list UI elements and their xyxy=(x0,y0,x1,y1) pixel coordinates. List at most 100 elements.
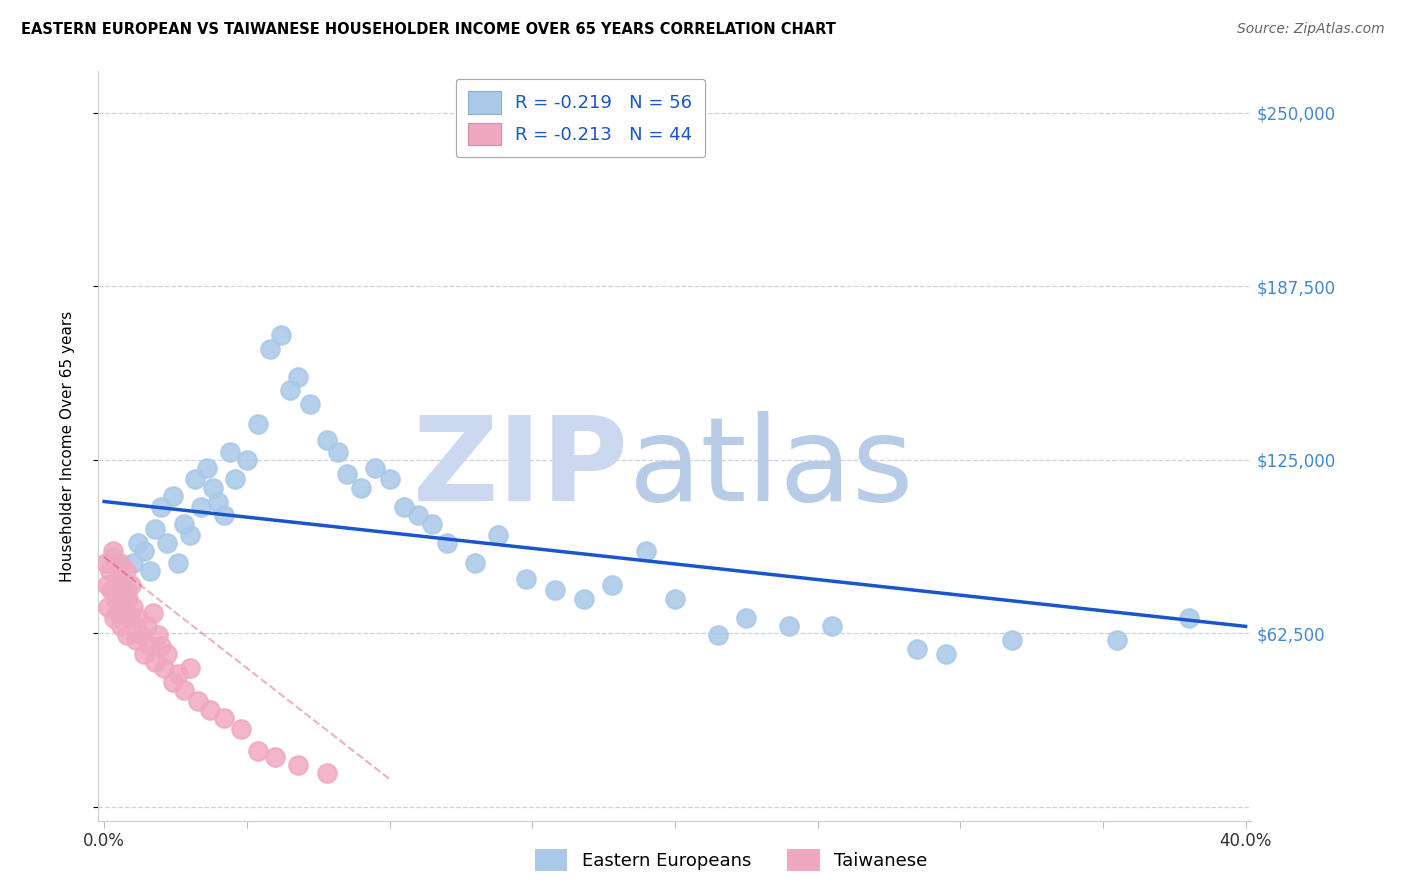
Point xyxy=(264,749,287,764)
Point xyxy=(121,556,143,570)
Point xyxy=(350,481,373,495)
Point xyxy=(198,703,221,717)
Point xyxy=(287,758,309,772)
Point xyxy=(336,467,359,481)
Point xyxy=(153,661,176,675)
Point xyxy=(436,536,458,550)
Text: EASTERN EUROPEAN VS TAIWANESE HOUSEHOLDER INCOME OVER 65 YEARS CORRELATION CHART: EASTERN EUROPEAN VS TAIWANESE HOUSEHOLDE… xyxy=(21,22,837,37)
Point xyxy=(105,572,128,586)
Point xyxy=(150,639,173,653)
Point xyxy=(184,472,207,486)
Point xyxy=(600,578,623,592)
Point xyxy=(636,544,658,558)
Point xyxy=(1107,633,1129,648)
Point xyxy=(94,556,117,570)
Point xyxy=(735,611,758,625)
Point xyxy=(201,481,224,495)
Point xyxy=(167,556,190,570)
Point xyxy=(224,472,246,486)
Point xyxy=(195,461,218,475)
Point xyxy=(127,536,149,550)
Point xyxy=(145,656,167,670)
Point xyxy=(464,556,486,570)
Point xyxy=(100,583,122,598)
Point xyxy=(278,384,301,398)
Point xyxy=(150,500,173,514)
Point xyxy=(706,628,728,642)
Point xyxy=(259,342,281,356)
Point xyxy=(162,674,184,689)
Point xyxy=(247,744,270,758)
Point xyxy=(115,628,138,642)
Point xyxy=(187,694,209,708)
Point xyxy=(167,666,190,681)
Point xyxy=(378,472,401,486)
Point xyxy=(247,417,270,431)
Point xyxy=(132,544,155,558)
Point xyxy=(107,606,129,620)
Point xyxy=(326,444,349,458)
Point xyxy=(907,641,929,656)
Point xyxy=(778,619,800,633)
Point xyxy=(420,516,443,531)
Point xyxy=(364,461,387,475)
Point xyxy=(120,578,142,592)
Point xyxy=(115,583,138,598)
Legend: Eastern Europeans, Taiwanese: Eastern Europeans, Taiwanese xyxy=(527,842,935,879)
Point xyxy=(544,583,567,598)
Point xyxy=(162,489,184,503)
Point xyxy=(96,578,118,592)
Point xyxy=(173,683,195,698)
Point xyxy=(179,528,201,542)
Point xyxy=(111,583,134,598)
Point xyxy=(821,619,844,633)
Point xyxy=(132,647,155,661)
Point xyxy=(287,369,309,384)
Point xyxy=(229,722,252,736)
Point xyxy=(112,599,135,614)
Point xyxy=(315,434,337,448)
Point xyxy=(270,328,292,343)
Point xyxy=(148,628,170,642)
Text: ZIP: ZIP xyxy=(413,411,628,526)
Point xyxy=(108,556,131,570)
Point xyxy=(156,536,179,550)
Point xyxy=(190,500,212,514)
Point xyxy=(104,591,127,606)
Point xyxy=(236,453,259,467)
Point xyxy=(179,661,201,675)
Point xyxy=(298,397,321,411)
Point xyxy=(218,444,240,458)
Point xyxy=(139,564,162,578)
Point xyxy=(207,494,229,508)
Point xyxy=(515,572,537,586)
Point xyxy=(110,572,132,586)
Point xyxy=(1001,633,1024,648)
Point xyxy=(103,611,125,625)
Point xyxy=(173,516,195,531)
Point xyxy=(406,508,429,523)
Point xyxy=(101,544,124,558)
Point xyxy=(156,647,179,661)
Point xyxy=(121,599,143,614)
Point xyxy=(97,599,120,614)
Point xyxy=(935,647,957,661)
Point xyxy=(212,508,235,523)
Point xyxy=(118,611,141,625)
Point xyxy=(101,549,124,564)
Point xyxy=(117,591,139,606)
Point xyxy=(486,528,509,542)
Y-axis label: Householder Income Over 65 years: Householder Income Over 65 years xyxy=(60,310,75,582)
Text: atlas: atlas xyxy=(628,411,914,526)
Point xyxy=(664,591,686,606)
Point xyxy=(392,500,415,514)
Point xyxy=(136,619,159,633)
Point xyxy=(129,628,152,642)
Point xyxy=(145,522,167,536)
Point xyxy=(139,639,162,653)
Point xyxy=(114,564,136,578)
Point xyxy=(127,611,149,625)
Legend: R = -0.219   N = 56, R = -0.213   N = 44: R = -0.219 N = 56, R = -0.213 N = 44 xyxy=(456,78,706,157)
Point xyxy=(124,633,146,648)
Point xyxy=(110,619,132,633)
